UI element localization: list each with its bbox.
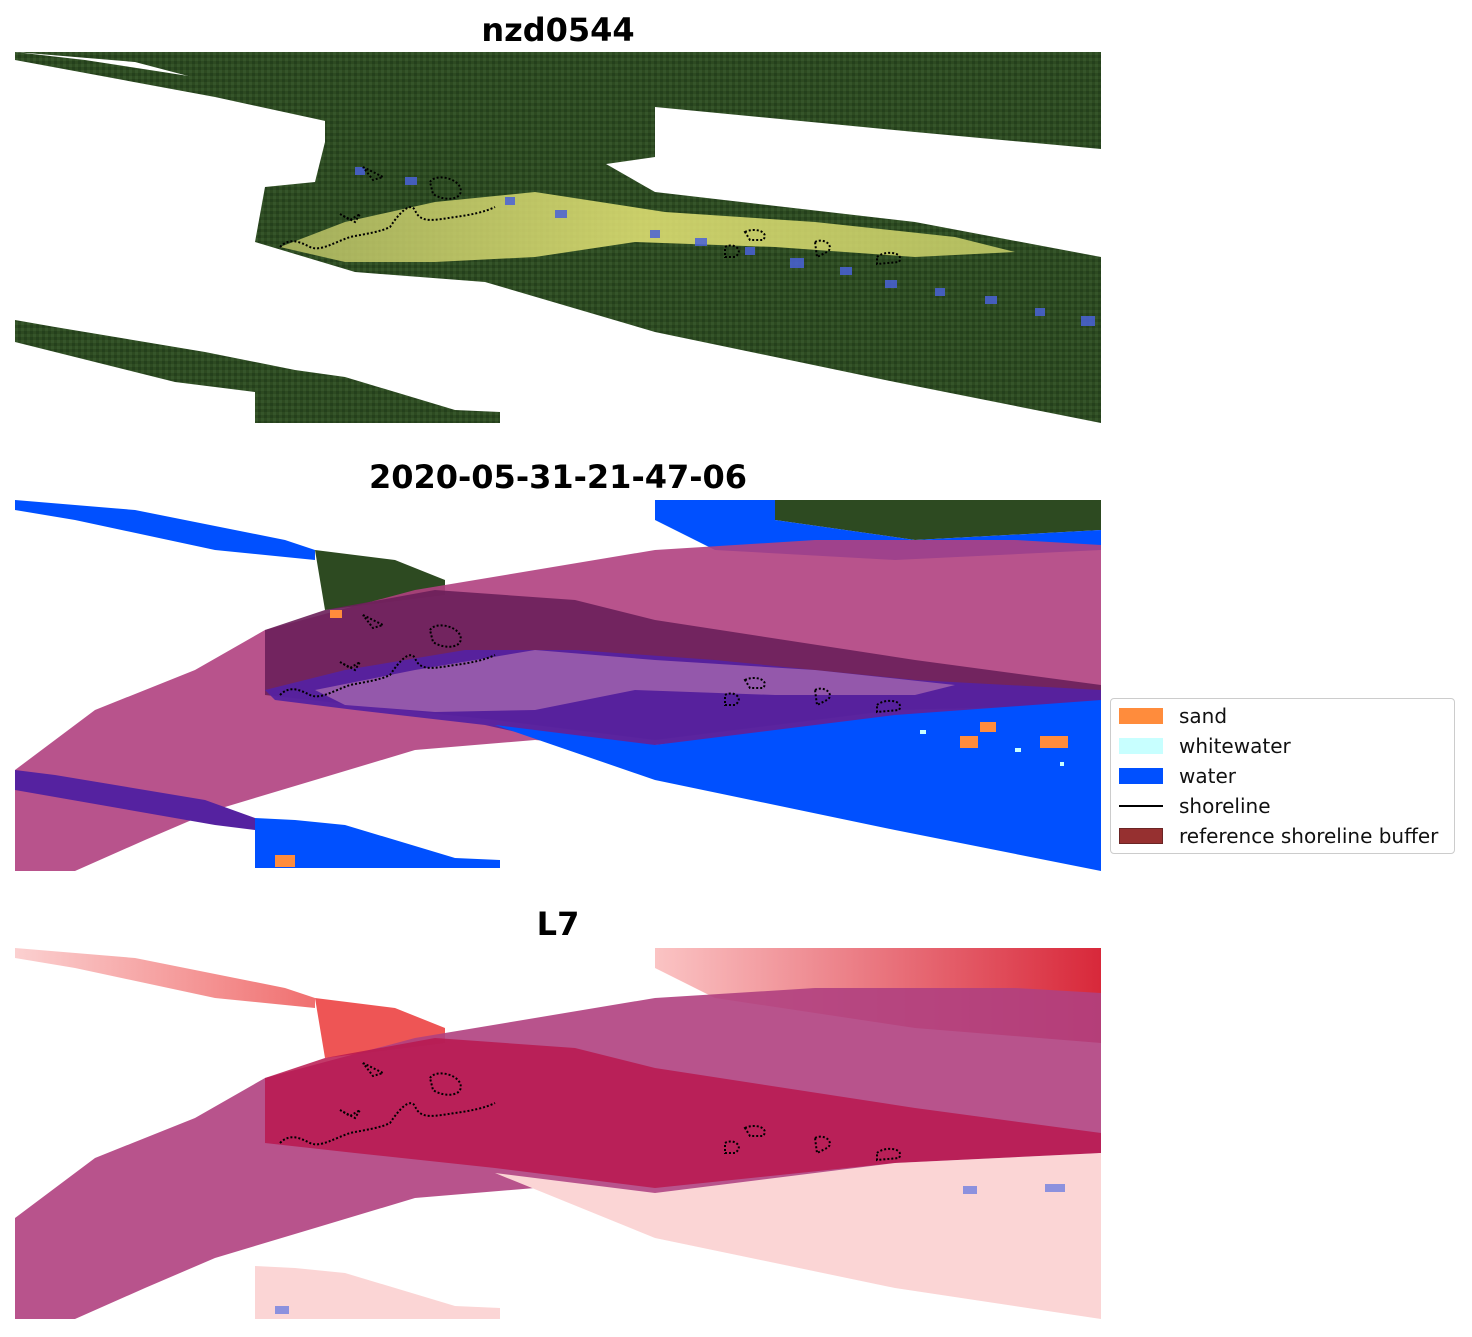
legend-label: reference shoreline buffer xyxy=(1179,824,1439,848)
vegetation-strip-top xyxy=(15,52,1101,192)
index-low-pixels xyxy=(275,1184,1065,1314)
water-pixels xyxy=(355,167,1095,326)
legend-label: shoreline xyxy=(1179,794,1271,818)
shoreline xyxy=(279,166,902,266)
rgb-image xyxy=(15,52,1101,423)
panel-title-date: 2020-05-31-21-47-06 xyxy=(368,458,748,496)
water-bottom-strip xyxy=(255,818,500,868)
sand-pixels xyxy=(275,610,1068,867)
shoreline xyxy=(279,614,902,714)
index-image xyxy=(15,948,1101,1319)
vegetation-strip-bottom xyxy=(15,320,500,423)
panel-title-satellite: L7 xyxy=(536,905,580,943)
legend-item-water: water xyxy=(1119,764,1236,788)
vegetation-band-main xyxy=(255,142,1101,423)
legend-label: whitewater xyxy=(1179,734,1291,758)
panel-title-image-name: nzd0544 xyxy=(481,11,635,49)
water-top-strip xyxy=(15,500,315,560)
vegetation-top-right xyxy=(775,500,1101,540)
water-swatch xyxy=(1119,768,1163,784)
classified-image xyxy=(15,500,1101,871)
beach-highlight xyxy=(280,192,1015,262)
legend-label: sand xyxy=(1179,704,1228,728)
buffer-swatch xyxy=(1119,828,1163,844)
whitewater-swatch xyxy=(1119,738,1163,754)
vegetation-strip-top-left xyxy=(15,52,330,122)
index-dark-band xyxy=(265,1038,1101,1188)
rgb-image-panel xyxy=(15,52,1101,423)
legend-item-buffer: reference shoreline buffer xyxy=(1119,824,1439,848)
beach-light-band xyxy=(315,650,955,712)
legend-item-shoreline: shoreline xyxy=(1119,794,1271,818)
whitewater-pixels xyxy=(920,730,1064,766)
legend-label: water xyxy=(1179,764,1236,788)
index-strip-top xyxy=(15,948,315,1008)
legend-item-whitewater: whitewater xyxy=(1119,734,1291,758)
shoreline-line-swatch xyxy=(1119,805,1163,807)
sand-swatch xyxy=(1119,708,1163,724)
index-lower-band xyxy=(495,1153,1101,1319)
index-image-panel xyxy=(15,948,1101,1319)
index-lower-left xyxy=(255,1266,500,1319)
legend: sand whitewater water shoreline referenc… xyxy=(1110,698,1455,854)
shoreline xyxy=(279,1062,902,1162)
water-lower-left xyxy=(15,770,255,830)
classified-image-panel xyxy=(15,500,1101,871)
water-lower-band xyxy=(495,700,1101,871)
legend-item-sand: sand xyxy=(1119,704,1228,728)
